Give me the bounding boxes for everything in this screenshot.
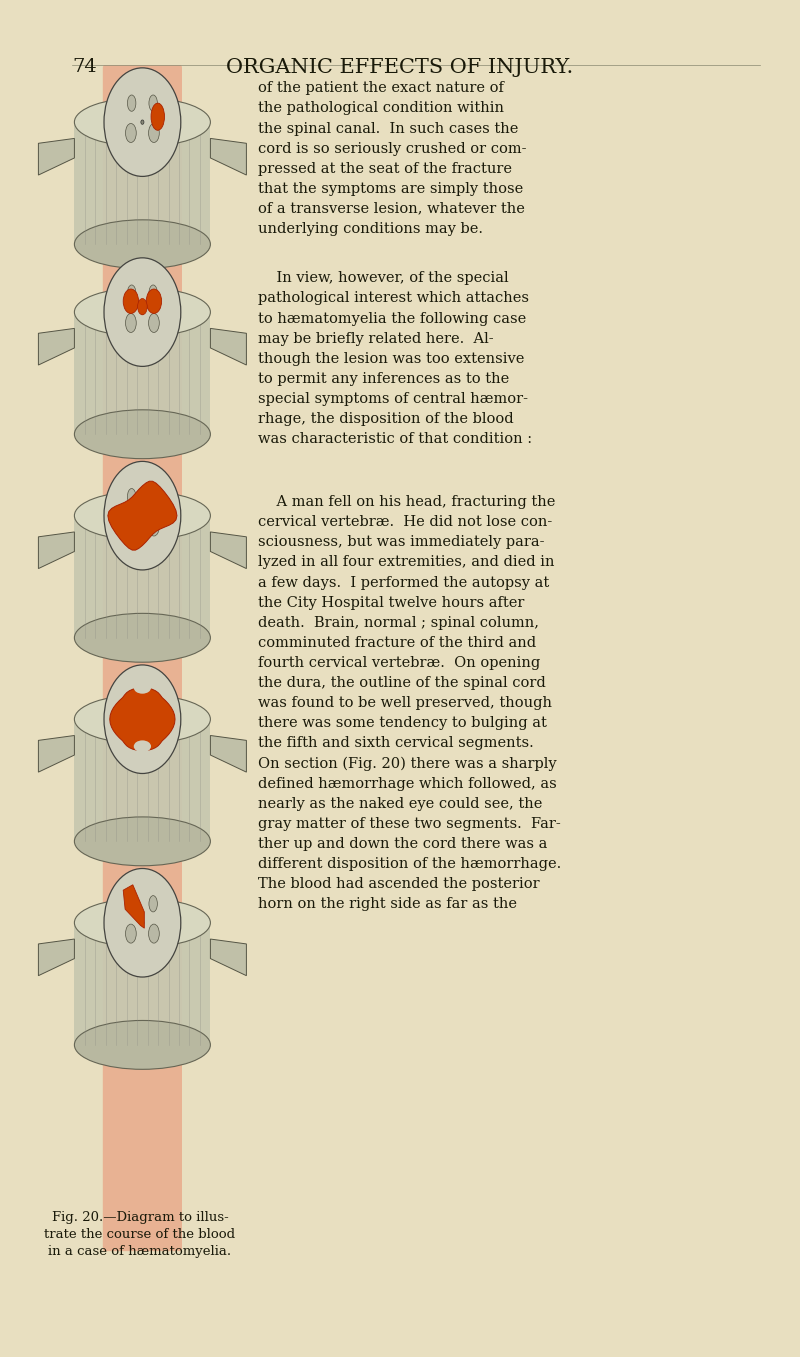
Polygon shape: [38, 138, 74, 175]
Ellipse shape: [149, 285, 158, 301]
Ellipse shape: [126, 313, 136, 332]
Ellipse shape: [141, 309, 144, 315]
Ellipse shape: [141, 119, 144, 125]
Ellipse shape: [127, 896, 136, 912]
FancyBboxPatch shape: [74, 122, 210, 244]
Ellipse shape: [104, 68, 181, 176]
Ellipse shape: [138, 299, 147, 315]
Ellipse shape: [74, 695, 210, 744]
Ellipse shape: [141, 920, 144, 925]
Ellipse shape: [126, 721, 136, 740]
Ellipse shape: [126, 517, 136, 536]
FancyBboxPatch shape: [74, 719, 210, 841]
Polygon shape: [38, 328, 74, 365]
Text: Fig. 20.—Diagram to illus-
trate the course of the blood
in a case of hæmatomyel: Fig. 20.—Diagram to illus- trate the cou…: [45, 1210, 235, 1258]
Polygon shape: [210, 328, 246, 365]
Ellipse shape: [146, 289, 162, 313]
Ellipse shape: [74, 98, 210, 147]
FancyBboxPatch shape: [102, 65, 182, 1251]
Ellipse shape: [74, 220, 210, 269]
Ellipse shape: [123, 289, 138, 313]
Ellipse shape: [127, 692, 136, 708]
Ellipse shape: [149, 517, 159, 536]
FancyBboxPatch shape: [74, 923, 210, 1045]
Polygon shape: [210, 138, 246, 175]
Text: of the patient the exact nature of
the pathological condition within
the spinal : of the patient the exact nature of the p…: [258, 81, 526, 236]
Polygon shape: [210, 735, 246, 772]
Ellipse shape: [149, 721, 159, 740]
Ellipse shape: [141, 513, 144, 518]
Ellipse shape: [74, 817, 210, 866]
Polygon shape: [38, 939, 74, 976]
Polygon shape: [210, 532, 246, 569]
Polygon shape: [38, 532, 74, 569]
Ellipse shape: [149, 313, 159, 332]
Ellipse shape: [74, 898, 210, 947]
Ellipse shape: [149, 489, 158, 505]
Ellipse shape: [149, 692, 158, 708]
Ellipse shape: [74, 1020, 210, 1069]
Ellipse shape: [104, 665, 181, 773]
FancyBboxPatch shape: [74, 312, 210, 434]
Ellipse shape: [127, 285, 136, 301]
Text: ORGANIC EFFECTS OF INJURY.: ORGANIC EFFECTS OF INJURY.: [226, 58, 574, 77]
Ellipse shape: [149, 123, 159, 142]
Ellipse shape: [74, 410, 210, 459]
Text: 74: 74: [72, 58, 97, 76]
Ellipse shape: [134, 681, 151, 693]
Ellipse shape: [134, 741, 151, 752]
Ellipse shape: [149, 924, 159, 943]
Ellipse shape: [149, 95, 158, 111]
Ellipse shape: [74, 613, 210, 662]
Ellipse shape: [104, 868, 181, 977]
FancyBboxPatch shape: [74, 516, 210, 638]
Ellipse shape: [74, 491, 210, 540]
Ellipse shape: [126, 123, 136, 142]
Polygon shape: [210, 939, 246, 976]
Polygon shape: [108, 482, 177, 550]
Ellipse shape: [141, 716, 144, 722]
Ellipse shape: [126, 924, 136, 943]
Text: A man fell on his head, fracturing the
cervical vertebræ.  He did not lose con-
: A man fell on his head, fracturing the c…: [258, 495, 561, 911]
Polygon shape: [110, 688, 175, 750]
Ellipse shape: [151, 103, 165, 130]
Ellipse shape: [104, 258, 181, 366]
Ellipse shape: [127, 95, 136, 111]
Ellipse shape: [104, 461, 181, 570]
Ellipse shape: [149, 896, 158, 912]
Polygon shape: [123, 885, 144, 928]
Ellipse shape: [127, 489, 136, 505]
Polygon shape: [38, 735, 74, 772]
Ellipse shape: [74, 288, 210, 337]
Text: In view, however, of the special
pathological interest which attaches
to hæmatom: In view, however, of the special patholo…: [258, 271, 532, 446]
